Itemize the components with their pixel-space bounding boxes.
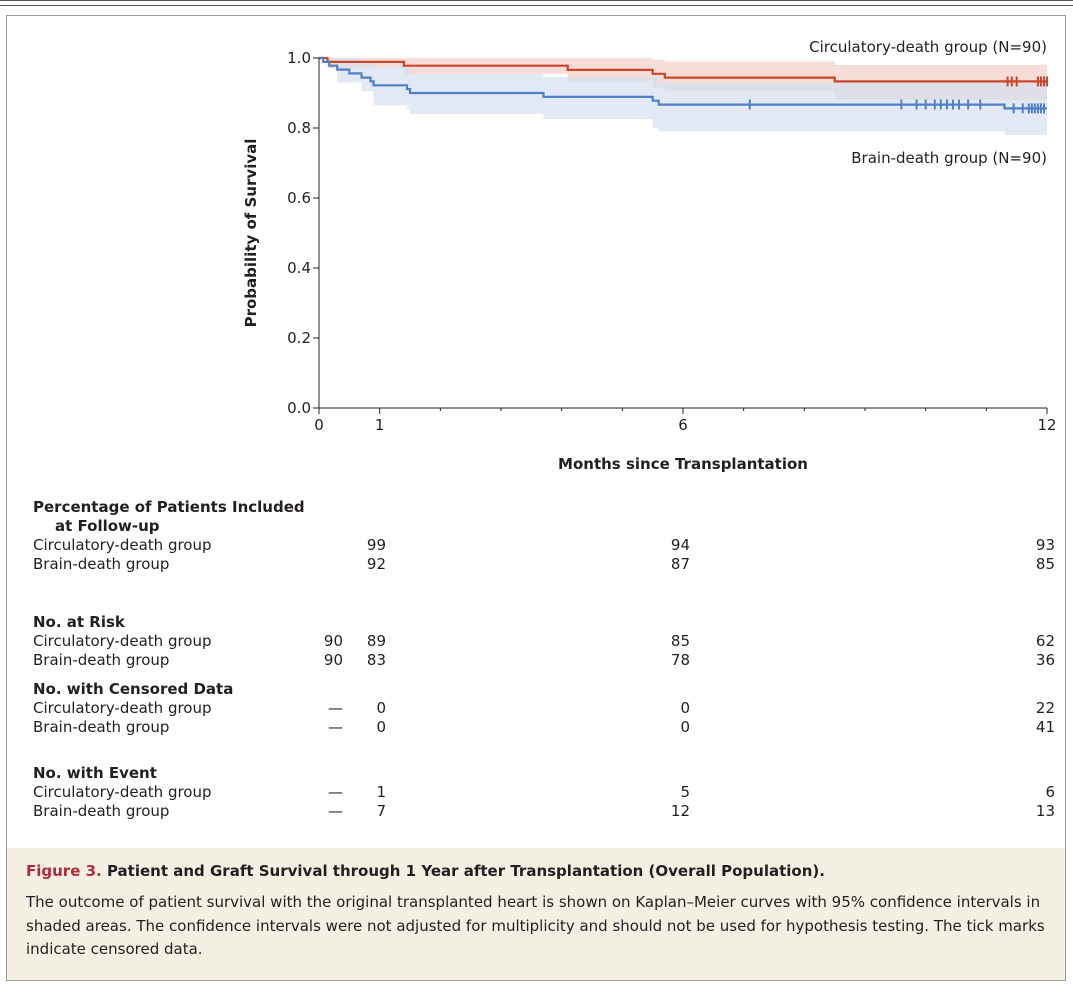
y-tick-label: 0.6 — [287, 189, 311, 207]
y-tick-label: 0.2 — [287, 329, 311, 347]
y-tick-label: 0.8 — [287, 119, 311, 137]
brain-death-group-ci-band — [319, 58, 1047, 135]
caption-text: The outcome of patient survival with the… — [26, 893, 1045, 958]
x-tick-label: 12 — [1037, 416, 1056, 434]
x-axis-label: Months since Transplantation — [558, 455, 808, 473]
survival-chart: 0.0 0.2 0.4 0.6 0.8 1.0 0 1 6 12 Months since Tran… — [242, 38, 1057, 473]
brain-death-group-curve — [319, 56, 1047, 110]
y-axis-label: Probability of Survival — [242, 139, 260, 328]
caption-title-text: Patient and Graft Survival through 1 Yea… — [106, 862, 825, 880]
x-tick-label: 0 — [314, 416, 324, 434]
brain-death-group-label: Brain-death group (N=90) — [851, 149, 1047, 167]
caption-label: Figure 3. — [26, 862, 102, 880]
y-tick-label: 1.0 — [287, 49, 311, 67]
x-tick-label: 6 — [678, 416, 688, 434]
top-rule — [0, 0, 1073, 6]
circulatory-death-group-curve — [319, 56, 1047, 83]
figure-frame — [6, 15, 1066, 981]
caption-title: Figure 3. Patient and Graft Survival thr… — [26, 861, 1065, 881]
y-tick-label: 0.4 — [287, 259, 311, 277]
circulatory-death-group-label: Circulatory-death group (N=90) — [809, 38, 1047, 56]
y-tick-label: 0.0 — [287, 399, 311, 417]
figure-caption: Figure 3. Patient and Graft Survival thr… — [7, 848, 1065, 980]
x-tick-label: 1 — [375, 416, 385, 434]
